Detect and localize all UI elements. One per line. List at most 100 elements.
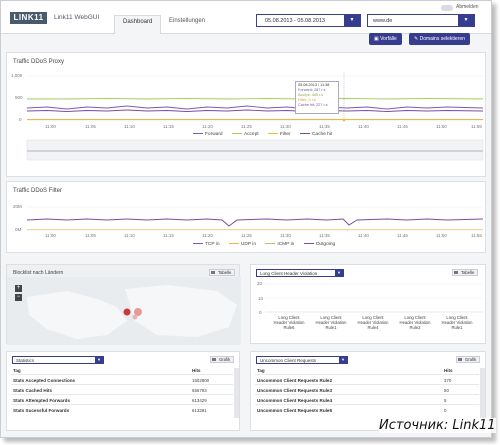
violation-select[interactable]: Long Client Header Violation ▼	[256, 269, 344, 277]
x-tick: 11:50	[436, 233, 447, 238]
series-accept	[27, 98, 484, 100]
tooltip-cache: Cache hit: 227 r.s	[298, 103, 328, 107]
domain-select[interactable]: www.de ▼	[367, 14, 475, 27]
zoom-in-icon[interactable]: +	[15, 285, 22, 292]
x-tick: 11:05	[85, 124, 96, 129]
zoom-out-icon[interactable]: −	[15, 294, 22, 301]
y-tick: 20M	[13, 204, 22, 209]
y-tick: 1,000	[11, 73, 23, 78]
x-tick: 11:15	[163, 233, 174, 238]
legend-item[interactable]: UDP in	[240, 242, 257, 247]
top-bar: LINK11 Link11 WebGUI Dashboard Einstellu…	[1, 1, 491, 34]
country-highlight	[132, 314, 138, 320]
table-row: Stats Cached Hits	[13, 388, 53, 393]
logout-toggle-icon[interactable]	[441, 5, 453, 11]
x-tick: 11:25	[241, 124, 252, 129]
table-row: Uncommon Client Requests Rule2	[257, 378, 333, 383]
bar-label: Long Client Header Violation Rule1	[315, 315, 347, 330]
x-tick: 11:30	[280, 124, 291, 129]
legend-item[interactable]: Forward	[205, 132, 223, 137]
chart-icon	[458, 358, 462, 361]
proxy-panel: Traffic DDoS Proxy 1,000 500 0 11:00 11:…	[6, 52, 486, 177]
map-panel: Blocklist nach Ländern Tabelle + −	[6, 264, 241, 345]
requests-select[interactable]: Uncommon Client Requests ▼	[256, 356, 348, 364]
stats-select[interactable]: Statistics ▼	[12, 356, 104, 364]
filter-chart[interactable]	[7, 182, 487, 254]
legend-item[interactable]: Cache hit	[311, 132, 333, 137]
y-tick: 20	[257, 281, 263, 286]
table-button[interactable]: Tabelle	[209, 269, 236, 276]
legend-item[interactable]: TCP in	[205, 242, 220, 247]
table-icon	[211, 271, 215, 274]
proxy-legend: Forward Accept Filter Cache hit	[185, 132, 332, 137]
calendar-icon: ▣	[374, 36, 381, 42]
country-highlight	[123, 308, 131, 316]
table-cell: 613429	[192, 398, 207, 403]
table-scrollbar[interactable]	[480, 368, 485, 418]
y-tick: 0	[19, 117, 22, 122]
legend-item[interactable]: Outgoing	[315, 242, 336, 247]
world-map[interactable]	[7, 277, 241, 345]
chevron-down-icon[interactable]: ▼	[335, 270, 343, 276]
x-tick: 11:10	[124, 233, 135, 238]
legend-item[interactable]: ICMP in	[277, 242, 295, 247]
filter-panel: Traffic DDoS Filter 20M 0M 11:00 11:05 1…	[6, 181, 486, 253]
violation-panel: Long Client Header Violation ▼ Tabelle 2…	[250, 264, 486, 344]
presets-button[interactable]: ▣ Vorfälle	[369, 33, 402, 45]
chevron-down-icon[interactable]: ▼	[344, 15, 360, 26]
violation-bar-chart	[265, 283, 483, 313]
legend-item[interactable]: Accept	[243, 132, 259, 137]
x-tick: 11:30	[280, 233, 291, 238]
table-cell: 613281	[192, 408, 207, 413]
table-cell: 370	[444, 378, 452, 383]
filter-legend: TCP in UDP in ICMP in Outgoing	[185, 242, 335, 247]
tooltip-accept: Accept: 465 r.s	[298, 93, 324, 97]
column-header[interactable]: Hits	[192, 368, 201, 373]
tooltip-forward: Forward: 287 r.s	[298, 88, 326, 92]
tab-dashboard[interactable]: Dashboard	[114, 15, 162, 34]
x-tick: 11:25	[241, 233, 252, 238]
table-row: Uncommon Client Requests Rule3	[257, 388, 333, 393]
chart-icon	[212, 358, 216, 361]
logout-link[interactable]: Abmelden	[456, 4, 479, 10]
table-row: Stats Attempted Forwards	[13, 398, 71, 403]
x-tick: 11:35	[319, 124, 330, 129]
proxy-panel-title: Traffic DDoS Proxy	[13, 59, 65, 65]
x-tick: 11:55	[471, 233, 482, 238]
country-highlight	[134, 308, 142, 316]
table-icon	[454, 271, 458, 274]
domain-value: www.de	[373, 18, 393, 24]
app-title: Link11 WebGUI	[54, 14, 100, 21]
table-row: Uncommon Client Requests Rule4	[257, 398, 333, 403]
chart-tooltip: 05.08.2013 / 11:38 Forward: 287 r.s Acce…	[295, 81, 339, 114]
bar-label: Long Client Header Violation Rule1	[441, 315, 473, 330]
x-tick: 11:55	[471, 124, 482, 129]
legend-item[interactable]: Filter	[279, 132, 291, 137]
y-tick: 0	[259, 310, 262, 315]
y-tick: 10	[258, 296, 264, 301]
chart-button[interactable]: Grafik	[456, 356, 481, 363]
tooltip-filter: Filter: 0 r.s	[298, 98, 316, 102]
table-cell: 5	[444, 398, 447, 403]
tab-einstellungen[interactable]: Einstellungen	[169, 18, 206, 24]
x-tick: 11:45	[397, 233, 408, 238]
source-caption: Источник: Link11	[379, 418, 496, 433]
bar-label: Long Client Header Violation Rule6	[273, 315, 305, 330]
column-header[interactable]: Hits	[444, 368, 453, 373]
app-window: LINK11 Link11 WebGUI Dashboard Einstellu…	[0, 0, 492, 438]
date-range-picker[interactable]: 05.08.2013 - 05.08.2013 ▼	[256, 14, 361, 27]
table-button[interactable]: Tabelle	[452, 269, 479, 276]
chevron-down-icon[interactable]: ▼	[339, 357, 347, 363]
table-scrollbar[interactable]	[234, 368, 239, 418]
chevron-down-icon[interactable]: ▼	[458, 15, 474, 26]
column-header[interactable]: Tag	[257, 368, 265, 373]
column-header[interactable]: Tag	[13, 368, 21, 373]
chart-button[interactable]: Grafik	[210, 356, 235, 363]
stats-panel: Statistics ▼ Grafik Tag Hits Stats Accep…	[6, 351, 240, 431]
proxy-chart[interactable]	[7, 53, 487, 178]
table-row: Uncommon Client Requests Rule5	[257, 408, 333, 413]
select-domains-button[interactable]: ✎ Domains selektieren	[409, 33, 470, 45]
chevron-down-icon[interactable]: ▼	[95, 357, 103, 363]
requests-panel: Uncommon Client Requests ▼ Grafik Tag Hi…	[250, 351, 486, 431]
bar-label: Long Client Header Violation Rule4	[357, 315, 389, 330]
